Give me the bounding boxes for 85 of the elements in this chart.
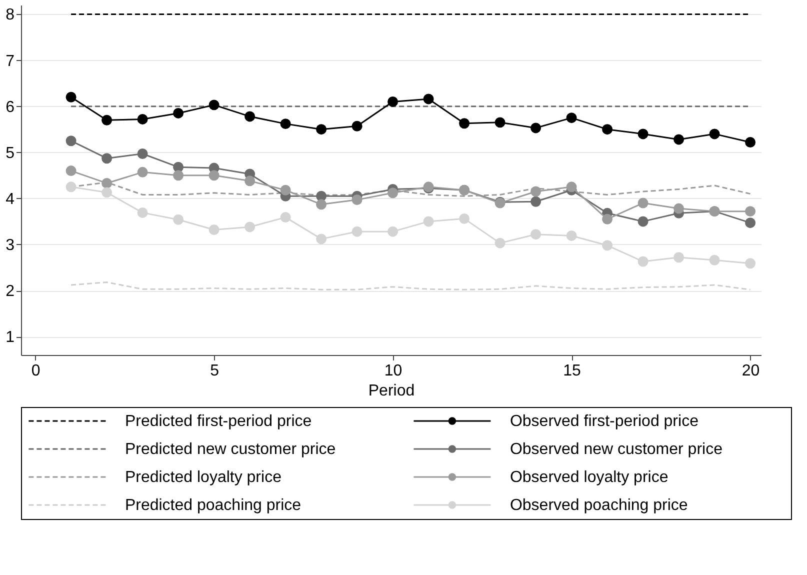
x-tick-label: 0 — [31, 362, 40, 380]
point — [316, 234, 327, 244]
point — [459, 118, 470, 129]
point — [566, 230, 577, 241]
point — [674, 252, 684, 263]
point — [530, 122, 542, 134]
point — [494, 238, 506, 248]
legend-label: Predicted first-period price — [124, 413, 312, 430]
point — [566, 112, 577, 124]
point — [137, 114, 148, 124]
point — [244, 176, 256, 186]
point — [102, 178, 112, 188]
point — [423, 216, 434, 227]
point — [316, 124, 327, 135]
point — [280, 212, 291, 223]
x-tick-label: 15 — [563, 362, 582, 380]
point — [352, 120, 362, 132]
point — [530, 196, 542, 207]
x-tick-label: 20 — [742, 362, 760, 380]
point — [208, 100, 220, 110]
point — [388, 96, 398, 107]
point — [388, 188, 398, 198]
point — [566, 182, 577, 192]
point — [137, 166, 148, 178]
point — [745, 206, 756, 217]
point — [638, 216, 648, 227]
y-tick-label: 7 — [6, 52, 15, 70]
line-series — [70, 281, 752, 290]
x-tick-label: 5 — [210, 362, 220, 380]
legend-label: Observed poaching price — [510, 497, 688, 514]
point — [638, 198, 648, 208]
legend-label: Predicted poaching price — [124, 497, 302, 514]
y-tick-label: 1 — [6, 329, 15, 346]
legend-label: Predicted new customer price — [124, 441, 336, 458]
point — [244, 222, 256, 232]
point — [459, 213, 470, 224]
point — [173, 214, 184, 225]
point — [208, 224, 220, 235]
point — [745, 258, 756, 269]
point — [137, 207, 148, 218]
legend-label: Observed new customer price — [510, 441, 723, 458]
point — [244, 111, 256, 122]
legend-label: Observed loyalty price — [510, 469, 668, 486]
point — [208, 170, 220, 181]
point — [745, 137, 756, 148]
point — [423, 94, 434, 104]
point — [66, 182, 76, 192]
point — [674, 203, 684, 214]
point — [709, 128, 720, 140]
point — [638, 256, 648, 267]
legend-label: Observed first-period price — [510, 413, 699, 430]
x-tick-label: 10 — [384, 362, 402, 380]
point — [66, 166, 76, 176]
point — [638, 128, 648, 140]
point — [745, 218, 756, 228]
point — [316, 199, 327, 210]
point — [352, 194, 362, 206]
point — [102, 187, 112, 198]
point — [602, 240, 613, 251]
point — [137, 148, 148, 159]
point — [530, 229, 542, 240]
y-tick-label: 8 — [6, 6, 15, 24]
point — [66, 92, 76, 102]
y-tick-label: 6 — [6, 98, 15, 116]
legend-label: Predicted loyalty price — [124, 469, 282, 486]
point — [102, 153, 112, 164]
point — [352, 226, 362, 237]
point — [709, 254, 720, 266]
point — [280, 184, 291, 196]
point — [602, 214, 613, 224]
y-tick-label: 2 — [6, 283, 15, 300]
point — [388, 226, 398, 237]
x-axis-title: Period — [368, 382, 415, 400]
y-tick-label: 4 — [6, 190, 15, 208]
point — [280, 118, 291, 130]
point — [494, 117, 506, 128]
point — [173, 170, 184, 181]
point — [173, 108, 184, 118]
point — [674, 134, 684, 145]
y-tick-label: 3 — [6, 236, 15, 254]
point — [530, 186, 542, 197]
point — [102, 114, 112, 126]
y-tick-label: 5 — [6, 144, 15, 162]
point — [602, 124, 613, 135]
point — [66, 136, 76, 146]
